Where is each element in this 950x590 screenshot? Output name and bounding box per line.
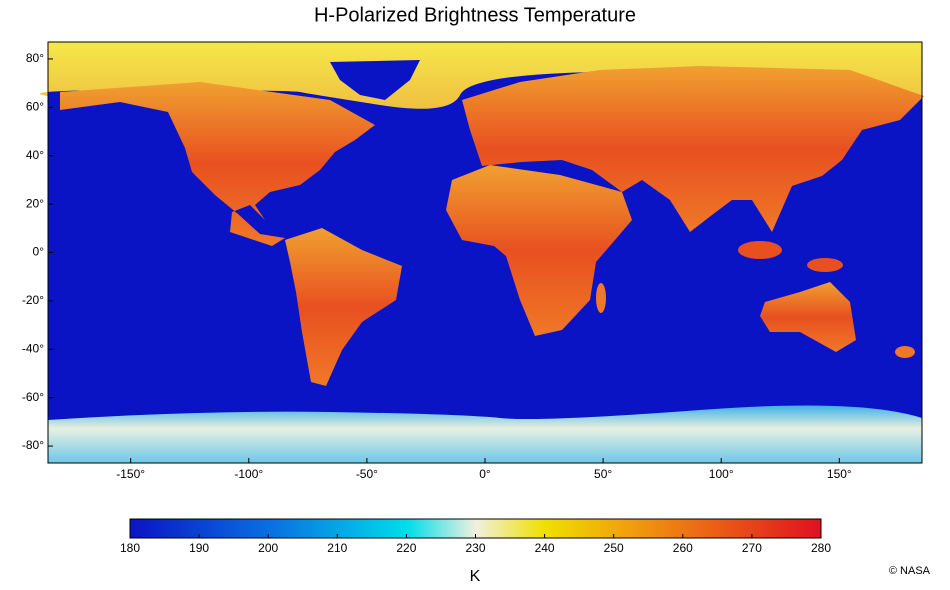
colorbar-tick-label: 250 xyxy=(604,541,624,555)
madagascar xyxy=(596,283,606,313)
north-america xyxy=(60,82,375,246)
x-tick-label: 100° xyxy=(709,467,734,481)
x-tick-label: 0° xyxy=(479,467,491,481)
colorbar-tick-label: 180 xyxy=(120,541,140,555)
colorbar-tick-label: 200 xyxy=(258,541,278,555)
australia xyxy=(760,282,856,352)
colorbar-tick-label: 210 xyxy=(327,541,347,555)
x-tick-label: 150° xyxy=(827,467,852,481)
colorbar-label: K xyxy=(470,568,481,585)
colorbar-tick-label: 220 xyxy=(396,541,416,555)
colorbar-tick-label: 260 xyxy=(673,541,693,555)
x-tick-label: 50° xyxy=(594,467,612,481)
arctic xyxy=(39,42,923,109)
x-tick-label: -150° xyxy=(116,467,145,481)
africa xyxy=(446,165,632,336)
y-tick-label: 0° xyxy=(33,245,45,259)
colorbar-tick-label: 190 xyxy=(189,541,209,555)
credit: © NASA xyxy=(889,565,931,577)
colorbar-tick-label: 270 xyxy=(742,541,762,555)
eurasia xyxy=(462,66,924,232)
indonesia xyxy=(738,241,782,259)
new-zealand xyxy=(895,346,915,358)
y-tick-label: -20° xyxy=(22,293,44,307)
greenland xyxy=(330,60,420,100)
y-tick-label: -80° xyxy=(22,438,44,452)
colorbar-tick-label: 230 xyxy=(465,541,485,555)
y-tick-label: -60° xyxy=(22,390,44,404)
antarctica xyxy=(48,405,922,463)
y-tick-label: 80° xyxy=(26,51,44,65)
y-tick-label: 20° xyxy=(26,196,44,210)
south-america xyxy=(285,228,402,386)
map xyxy=(39,41,924,464)
x-tick-label: -50° xyxy=(356,467,378,481)
title: H-Polarized Brightness Temperature xyxy=(314,4,636,26)
y-tick-label: 60° xyxy=(26,99,44,113)
y-tick-label: 40° xyxy=(26,148,44,162)
colorbar-tick-label: 280 xyxy=(811,541,831,555)
new-guinea xyxy=(807,258,843,272)
x-tick-label: -100° xyxy=(234,467,263,481)
colorbar-tick-label: 240 xyxy=(535,541,555,555)
y-tick-label: -40° xyxy=(22,341,44,355)
